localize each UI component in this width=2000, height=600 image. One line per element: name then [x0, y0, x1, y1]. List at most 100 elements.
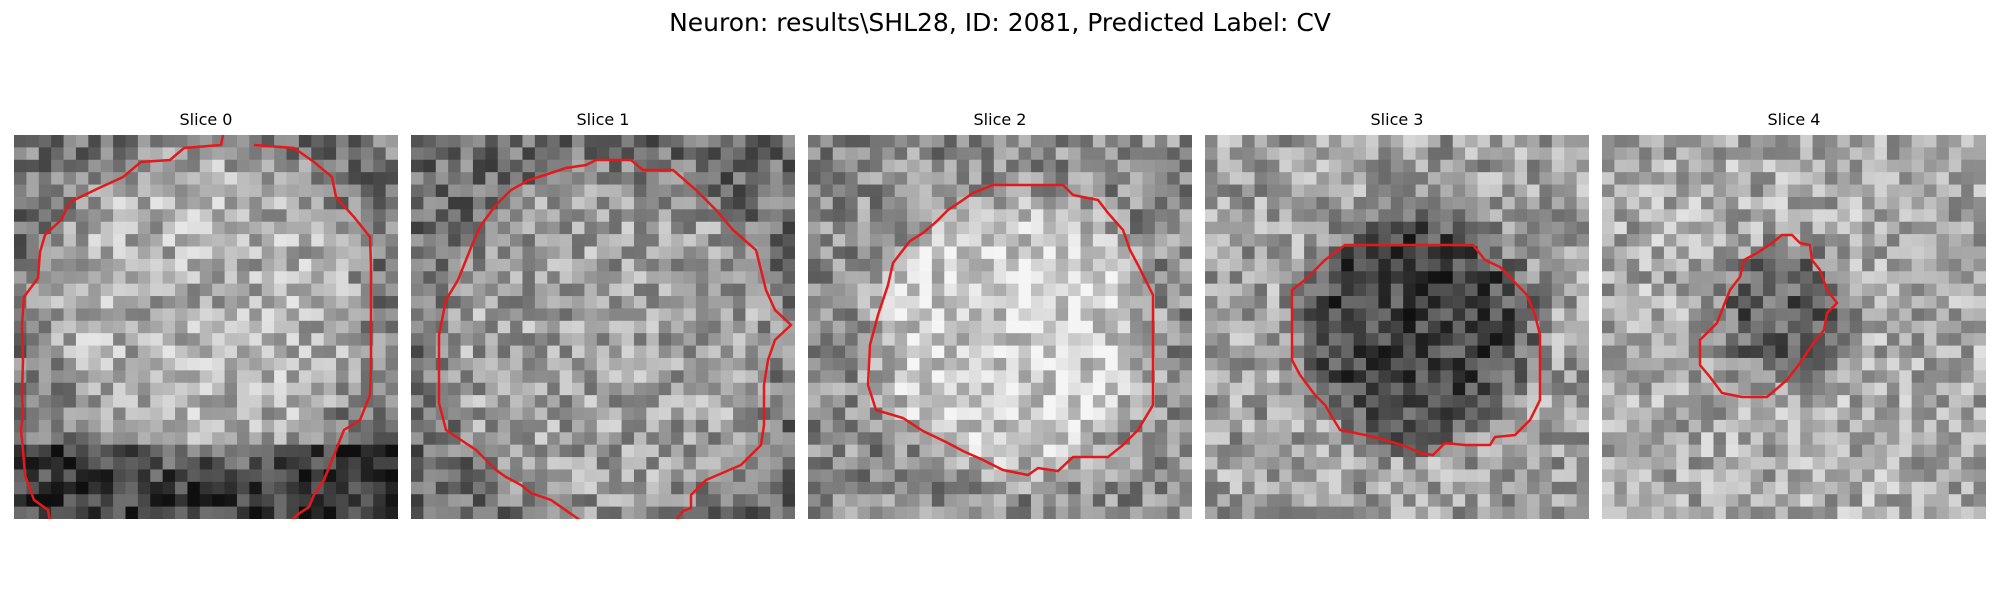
- pixel: [1527, 172, 1541, 186]
- pixel: [931, 419, 945, 433]
- pixel: [286, 246, 300, 260]
- pixel: [1242, 234, 1256, 248]
- pixel: [1167, 506, 1181, 519]
- pixel: [1564, 457, 1578, 471]
- pixel: [1948, 320, 1962, 334]
- pixel: [894, 469, 908, 483]
- pixel: [1080, 283, 1094, 297]
- pixel: [671, 382, 685, 396]
- pixel: [1217, 172, 1231, 186]
- pixel: [1551, 283, 1565, 297]
- pixel: [782, 481, 795, 495]
- pixel: [907, 147, 921, 161]
- pixel: [1179, 184, 1192, 198]
- pixel: [1614, 135, 1628, 148]
- pixel: [1452, 432, 1466, 446]
- pixel: [1254, 258, 1268, 272]
- pixel: [931, 494, 945, 508]
- pixel: [1366, 469, 1380, 483]
- pixel: [261, 333, 275, 347]
- pixel: [88, 395, 102, 409]
- pixel: [1973, 444, 1986, 458]
- pixel: [224, 159, 238, 173]
- pixel: [993, 469, 1007, 483]
- pixel: [261, 246, 275, 260]
- pixel: [1948, 135, 1962, 148]
- pixel: [224, 432, 238, 446]
- pixel: [808, 357, 821, 371]
- pixel: [1824, 481, 1838, 495]
- pixel: [1117, 184, 1131, 198]
- pixel: [323, 308, 337, 322]
- pixel: [1489, 407, 1503, 421]
- pixel: [633, 407, 647, 421]
- pixel: [832, 135, 846, 148]
- pixel: [187, 234, 201, 248]
- pixel: [1427, 382, 1441, 396]
- pixel: [1291, 382, 1305, 396]
- pixel: [609, 271, 623, 285]
- pixel: [1948, 308, 1962, 322]
- pixel: [1725, 444, 1739, 458]
- pixel: [1576, 135, 1589, 148]
- pixel: [1154, 357, 1168, 371]
- pixel: [869, 494, 883, 508]
- pixel: [1477, 159, 1491, 173]
- pixel: [1514, 432, 1528, 446]
- pixel: [336, 172, 350, 186]
- pixel: [1415, 333, 1429, 347]
- pixel: [782, 457, 795, 471]
- pixel: [733, 357, 747, 371]
- pixel: [212, 258, 226, 272]
- pixel: [1279, 419, 1293, 433]
- pixel: [26, 395, 40, 409]
- pixel: [348, 320, 362, 334]
- pixel: [261, 209, 275, 223]
- pixel: [1973, 432, 1986, 446]
- pixel: [1080, 494, 1094, 508]
- pixel: [1316, 333, 1330, 347]
- pixel: [1092, 283, 1106, 297]
- pixel: [646, 333, 660, 347]
- pixel: [547, 333, 561, 347]
- pixel: [187, 320, 201, 334]
- pixel: [745, 469, 759, 483]
- pixel: [1440, 469, 1454, 483]
- pixel: [1452, 395, 1466, 409]
- pixel: [1614, 283, 1628, 297]
- pixel: [646, 135, 660, 148]
- pixel: [162, 395, 176, 409]
- pixel: [1602, 382, 1615, 396]
- pixel: [1205, 147, 1218, 161]
- pixel: [745, 357, 759, 371]
- pixel: [348, 444, 362, 458]
- pixel: [411, 296, 424, 310]
- pixel: [1179, 395, 1192, 409]
- pixel: [1403, 147, 1417, 161]
- pixel: [385, 221, 398, 235]
- pixel: [485, 494, 499, 508]
- pixel: [1750, 345, 1764, 359]
- pixel: [1080, 506, 1094, 519]
- pixel: [497, 196, 511, 210]
- pixel: [1018, 271, 1032, 285]
- pixel: [969, 382, 983, 396]
- pixel: [1167, 221, 1181, 235]
- pixel: [137, 481, 151, 495]
- pixel: [646, 370, 660, 384]
- pixel: [75, 196, 89, 210]
- pixel: [1527, 469, 1541, 483]
- pixel: [1874, 234, 1888, 248]
- pixel: [1279, 159, 1293, 173]
- pixel: [1787, 481, 1801, 495]
- pixel: [1750, 444, 1764, 458]
- pixel: [1576, 246, 1589, 260]
- pixel: [1911, 494, 1925, 508]
- pixel: [88, 370, 102, 384]
- pixel: [1477, 196, 1491, 210]
- pixel: [1254, 271, 1268, 285]
- pixel: [150, 258, 164, 272]
- pixel: [931, 135, 945, 148]
- pixel: [782, 271, 795, 285]
- pixel: [261, 357, 275, 371]
